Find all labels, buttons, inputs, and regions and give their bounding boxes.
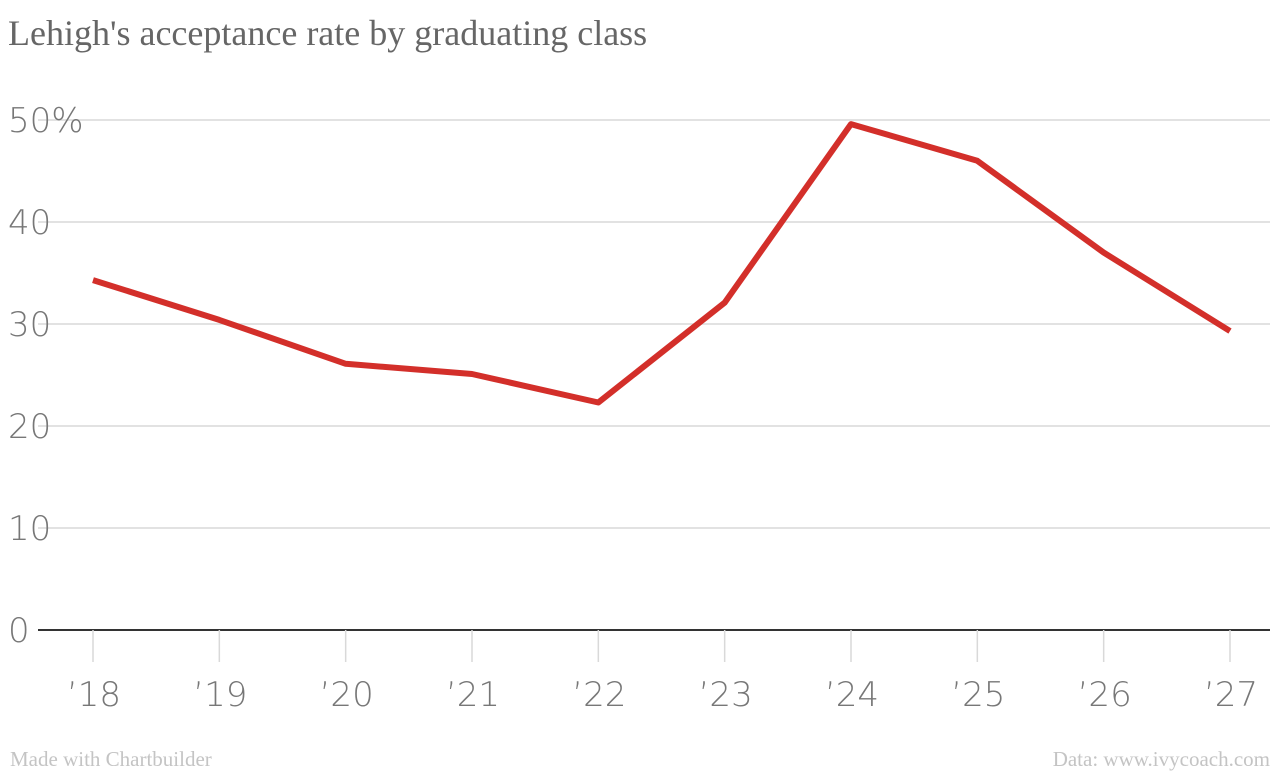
data-source: Data: www.ivycoach.com — [1052, 747, 1270, 771]
x-tick-label: ’19 — [193, 675, 247, 715]
y-tick-label: 30 — [8, 305, 51, 345]
x-axis-ticks: ’18 ’19 ’20 ’21 ’22 ’23 ’24 ’25 ’26 ’27 — [67, 630, 1258, 715]
y-axis-ticks: 0 10 20 30 40 50% — [8, 101, 84, 651]
x-tick-label: ’18 — [67, 675, 121, 715]
y-tick-label: 20 — [8, 407, 51, 447]
x-tick-label: ’25 — [951, 675, 1005, 715]
x-tick-label: ’20 — [320, 675, 374, 715]
gridlines — [38, 119, 1270, 631]
y-tick-label: 10 — [8, 509, 51, 549]
chart-title: Lehigh's acceptance rate by graduating c… — [8, 13, 648, 53]
x-tick-label: ’23 — [699, 675, 753, 715]
y-tick-label: 0 — [8, 611, 30, 651]
chartbuilder-credit: Made with Chartbuilder — [10, 747, 212, 771]
x-tick-label: ’24 — [825, 675, 879, 715]
y-tick-label: 40 — [8, 203, 51, 243]
x-tick-label: ’26 — [1078, 675, 1132, 715]
x-tick-label: ’27 — [1204, 675, 1258, 715]
y-tick-label: 50% — [8, 101, 84, 141]
series-line — [92, 121, 1232, 406]
series-layer — [92, 121, 1232, 406]
x-tick-label: ’21 — [446, 675, 500, 715]
x-tick-label: ’22 — [572, 675, 626, 715]
line-chart: 0 10 20 30 40 50% ’18 ’19 ’20 ’21 ’22 ’23 ’24 ’25 ’26… — [8, 101, 1270, 715]
